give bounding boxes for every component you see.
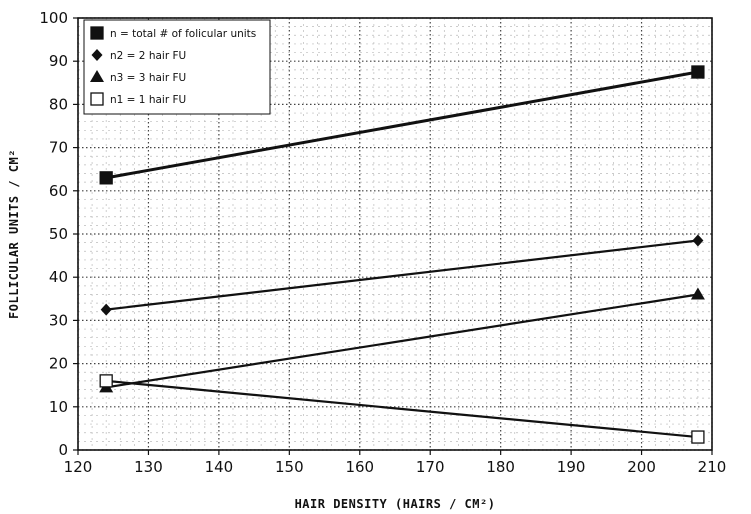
- x-tick-label: 160: [345, 458, 374, 476]
- y-tick-label: 30: [49, 311, 68, 329]
- data-point: [691, 65, 705, 79]
- legend-marker: [90, 92, 104, 106]
- y-tick-label: 0: [58, 441, 68, 459]
- x-axis-title: HAIR DENSITY (HAIRS / CM²): [295, 497, 496, 511]
- y-tick-label: 40: [49, 268, 68, 286]
- y-tick-label: 50: [49, 225, 68, 243]
- legend: n = total # of folicular units n2 = 2 hai…: [83, 19, 271, 115]
- series-line: [106, 239, 699, 311]
- legend-entry: n1 = 1 hair FU: [110, 94, 186, 106]
- y-axis-title: FOLLICULAR UNITS / CM²: [7, 149, 21, 319]
- x-tick-label: 150: [275, 458, 304, 476]
- legend-entry: n3 = 3 hair FU: [110, 72, 186, 84]
- data-point: [99, 374, 113, 388]
- x-tick-label: 190: [557, 458, 586, 476]
- data-point: [691, 430, 705, 444]
- x-tick-label: 200: [627, 458, 656, 476]
- series-1: [99, 65, 705, 185]
- legend-marker: [91, 49, 103, 61]
- x-tick-label: 130: [134, 458, 163, 476]
- x-tick-label: 210: [698, 458, 727, 476]
- legend-marker: [90, 26, 104, 40]
- data-point: [690, 287, 705, 300]
- data-point: [692, 234, 704, 247]
- legend-entry: n = total # of folicular units: [110, 28, 256, 40]
- series-2: [100, 234, 704, 316]
- y-tick-label: 20: [49, 355, 68, 373]
- y-axis-ticks: 0 10 20 30 40 50 60 70 80 90 100: [39, 9, 78, 459]
- legend-box: [83, 19, 271, 115]
- y-tick-label: 70: [49, 139, 68, 157]
- y-tick-label: 100: [39, 9, 68, 27]
- data-point: [100, 303, 112, 316]
- y-tick-label: 10: [49, 398, 68, 416]
- legend-marker: [90, 70, 104, 82]
- y-tick-label: 90: [49, 52, 68, 70]
- series-line: [105, 70, 699, 180]
- x-tick-label: 170: [416, 458, 445, 476]
- legend-entry: n2 = 2 hair FU: [110, 50, 186, 62]
- x-tick-label: 140: [205, 458, 234, 476]
- data-point: [99, 171, 113, 185]
- x-tick-label: 180: [486, 458, 515, 476]
- series: [99, 65, 705, 444]
- series-4: [99, 374, 705, 444]
- y-tick-label: 80: [49, 95, 68, 113]
- y-tick-label: 60: [49, 182, 68, 200]
- series-line: [106, 293, 699, 389]
- series-line: [106, 379, 699, 439]
- x-tick-label: 120: [64, 458, 93, 476]
- x-axis-ticks: 120 130 140 150 160 170 180 190 200 210: [64, 450, 727, 476]
